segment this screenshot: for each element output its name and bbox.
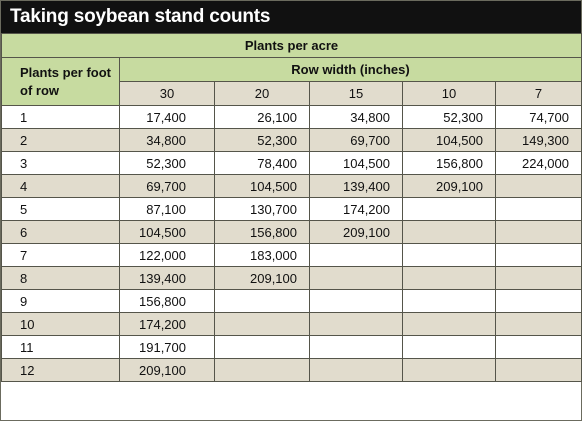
table-cell (495, 197, 582, 221)
row-label: 1 (1, 105, 120, 129)
row-label: 3 (1, 151, 120, 175)
row-label: 4 (1, 174, 120, 198)
table-cell (214, 312, 310, 336)
table-cell: 52,300 (214, 128, 310, 152)
table-cell: 52,300 (119, 151, 215, 175)
table-cell (495, 335, 582, 359)
column-header-10: 10 (402, 81, 496, 106)
table-cell: 139,400 (119, 266, 215, 290)
table-cell (309, 243, 403, 267)
table-cell: 26,100 (214, 105, 310, 129)
table-cell: 34,800 (119, 128, 215, 152)
table-row: 10 174,200 (1, 312, 582, 336)
table-cell (495, 174, 582, 198)
table-row: 9 156,800 (1, 289, 582, 313)
table-cell (309, 335, 403, 359)
table-cell: 174,200 (309, 197, 403, 221)
table-cell (214, 335, 310, 359)
table-cell: 191,700 (119, 335, 215, 359)
table-cell: 122,000 (119, 243, 215, 267)
table-cell (495, 358, 582, 382)
stand-count-table: Plants per acre Plants per foot of row R… (1, 33, 582, 382)
table-cell (309, 312, 403, 336)
row-label: 2 (1, 128, 120, 152)
table-cell (402, 197, 496, 221)
table-cell: 34,800 (309, 105, 403, 129)
table-cell (402, 266, 496, 290)
table-cell: 17,400 (119, 105, 215, 129)
table-cell (309, 289, 403, 313)
plants-per-acre-header: Plants per acre (1, 33, 582, 58)
table-cell: 156,800 (402, 151, 496, 175)
table-body: 1 17,400 26,100 34,800 52,300 74,700 2 34,800 52… (1, 105, 582, 382)
table-cell (402, 335, 496, 359)
table-cell (214, 358, 310, 382)
row-label: 10 (1, 312, 120, 336)
row-label: 9 (1, 289, 120, 313)
table-cell (495, 266, 582, 290)
row-label: 6 (1, 220, 120, 244)
table-row: 3 52,300 78,400 104,500 156,800 224,000 (1, 151, 582, 175)
table-cell (402, 220, 496, 244)
table-cell (495, 312, 582, 336)
table-cell: 104,500 (214, 174, 310, 198)
table-cell: 74,700 (495, 105, 582, 129)
table-row: 7 122,000 183,000 (1, 243, 582, 267)
table-cell (402, 289, 496, 313)
table-row: 8 139,400 209,100 (1, 266, 582, 290)
table-cell: 174,200 (119, 312, 215, 336)
stand-count-table-panel: Taking soybean stand counts Plants per a… (0, 0, 582, 421)
table-cell: 104,500 (119, 220, 215, 244)
table-cell (495, 220, 582, 244)
table-cell: 104,500 (402, 128, 496, 152)
table-cell: 156,800 (119, 289, 215, 313)
table-row: 11 191,700 (1, 335, 582, 359)
table-cell (214, 289, 310, 313)
row-label: 8 (1, 266, 120, 290)
table-cell: 52,300 (402, 105, 496, 129)
table-cell: 209,100 (402, 174, 496, 198)
table-cell (309, 266, 403, 290)
table-row: 6 104,500 156,800 209,100 (1, 220, 582, 244)
table-cell: 87,100 (119, 197, 215, 221)
plants-per-foot-header: Plants per foot of row (1, 57, 120, 106)
column-header-30: 30 (119, 81, 215, 106)
table-cell: 156,800 (214, 220, 310, 244)
row-width-header: Row width (inches) (119, 57, 582, 82)
table-cell: 130,700 (214, 197, 310, 221)
column-header-7: 7 (495, 81, 582, 106)
table-row: 4 69,700 104,500 139,400 209,100 (1, 174, 582, 198)
table-row: 2 34,800 52,300 69,700 104,500 149,300 (1, 128, 582, 152)
table-cell: 104,500 (309, 151, 403, 175)
table-cell (402, 358, 496, 382)
table-cell: 209,100 (309, 220, 403, 244)
table-row: 5 87,100 130,700 174,200 (1, 197, 582, 221)
table-cell: 224,000 (495, 151, 582, 175)
table-title: Taking soybean stand counts (1, 1, 581, 33)
table-cell (402, 312, 496, 336)
column-header-15: 15 (309, 81, 403, 106)
column-header-20: 20 (214, 81, 310, 106)
table-cell: 209,100 (119, 358, 215, 382)
row-label: 5 (1, 197, 120, 221)
table-cell: 149,300 (495, 128, 582, 152)
table-cell (309, 358, 403, 382)
column-header-row: 30 20 15 10 7 (2, 81, 582, 106)
table-cell: 69,700 (309, 128, 403, 152)
row-label: 12 (1, 358, 120, 382)
table-cell: 209,100 (214, 266, 310, 290)
table-row: 1 17,400 26,100 34,800 52,300 74,700 (1, 105, 582, 129)
table-cell (495, 289, 582, 313)
table-cell: 139,400 (309, 174, 403, 198)
table-cell (402, 243, 496, 267)
table-cell: 78,400 (214, 151, 310, 175)
row-label: 7 (1, 243, 120, 267)
table-cell (495, 243, 582, 267)
row-label: 11 (1, 335, 120, 359)
table-row: 12 209,100 (1, 358, 582, 382)
table-cell: 69,700 (119, 174, 215, 198)
table-cell: 183,000 (214, 243, 310, 267)
